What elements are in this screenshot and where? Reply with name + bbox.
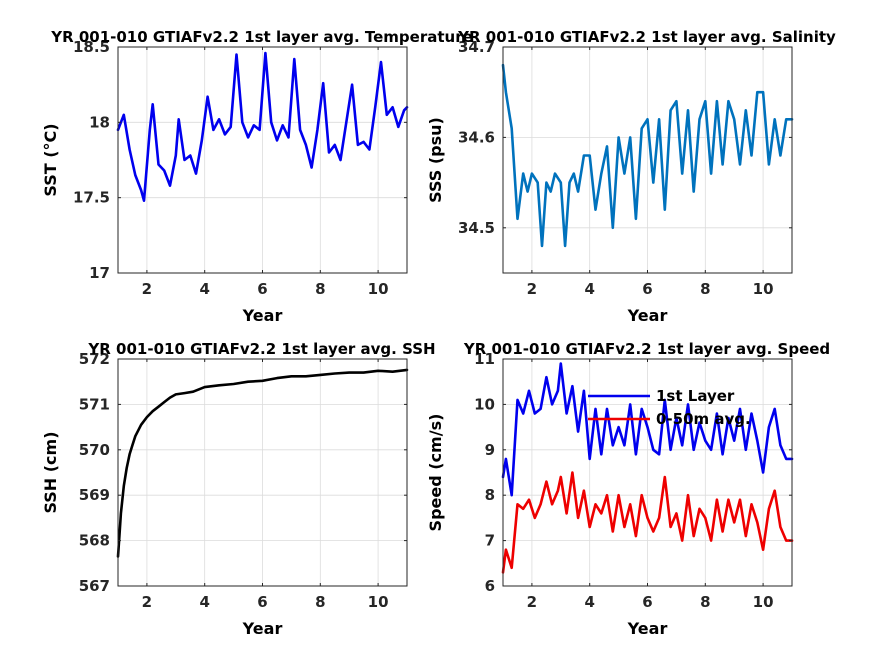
x-tick-label: 8 bbox=[700, 593, 710, 611]
chart-title: YR 001-010 GTIAFv2.2 1st layer avg. Spee… bbox=[463, 340, 830, 358]
y-tick-label: 571 bbox=[79, 395, 110, 413]
y-axis-label: SST (°C) bbox=[41, 123, 60, 196]
x-tick-label: 10 bbox=[753, 593, 774, 611]
y-tick-label: 34.5 bbox=[458, 219, 495, 237]
series-line-1 bbox=[501, 471, 794, 574]
chart-panel-1: 2 4 6 8 10 17 17.5 18 18.5 Year SST (°C) YR 001-010… bbox=[41, 28, 473, 325]
legend: 1st Layer 0-50m avg. bbox=[588, 387, 751, 428]
x-tick-label: 6 bbox=[257, 593, 267, 611]
x-tick-label: 2 bbox=[142, 593, 152, 611]
y-tick-label: 572 bbox=[79, 350, 110, 368]
x-tick-label: 4 bbox=[199, 593, 209, 611]
y-tick-label: 34.7 bbox=[458, 38, 495, 56]
x-tick-label: 8 bbox=[700, 280, 710, 298]
y-tick-label: 8 bbox=[485, 486, 495, 504]
chart-panel-4: 2 4 6 8 10 6 7 8 9 10 11 Year Speed (cm/s) YR 001-010… bbox=[426, 340, 830, 638]
y-tick-label: 570 bbox=[79, 441, 110, 459]
y-tick-label: 569 bbox=[79, 486, 110, 504]
x-tick-label: 6 bbox=[642, 593, 652, 611]
chart-title: YR 001-010 GTIAFv2.2 1st layer avg. Sali… bbox=[457, 28, 836, 46]
chart-title: YR 001-010 GTIAFv2.2 1st layer avg. SSH bbox=[87, 340, 435, 358]
x-axis-label: Year bbox=[242, 619, 283, 638]
x-tick-label: 2 bbox=[527, 593, 537, 611]
x-tick-label: 2 bbox=[142, 280, 152, 298]
chart-panel-2: 2 4 6 8 10 34.5 34.6 34.7 Year SSS (psu) YR 001-01… bbox=[426, 28, 836, 325]
x-axis-label: Year bbox=[627, 619, 668, 638]
series-line-0 bbox=[501, 63, 794, 248]
y-tick-label: 7 bbox=[485, 532, 495, 550]
x-axis-label: Year bbox=[627, 306, 668, 325]
y-tick-label: 567 bbox=[79, 577, 110, 595]
y-tick-label: 568 bbox=[79, 532, 110, 550]
y-axis-label: SSS (psu) bbox=[426, 117, 445, 203]
x-tick-label: 6 bbox=[642, 280, 652, 298]
y-tick-label: 10 bbox=[474, 395, 495, 413]
x-tick-label: 4 bbox=[584, 280, 594, 298]
y-tick-label: 18.5 bbox=[73, 38, 110, 56]
x-tick-label: 4 bbox=[584, 593, 594, 611]
chart-panel-3: 2 4 6 8 10 567 568 569 570 571 572 Year SSH (cm) YR 0… bbox=[41, 340, 436, 638]
x-tick-label: 8 bbox=[315, 593, 325, 611]
x-tick-label: 4 bbox=[199, 280, 209, 298]
y-tick-label: 9 bbox=[485, 441, 495, 459]
y-axis-label: Speed (cm/s) bbox=[426, 414, 445, 532]
legend-label: 0-50m avg. bbox=[656, 410, 751, 428]
x-tick-label: 6 bbox=[257, 280, 267, 298]
y-axis-label: SSH (cm) bbox=[41, 431, 60, 513]
series-line-0 bbox=[116, 368, 409, 558]
chart-title: YR 001-010 GTIAFv2.2 1st layer avg. Temp… bbox=[50, 28, 473, 46]
legend-label: 1st Layer bbox=[656, 387, 735, 405]
y-tick-label: 17.5 bbox=[73, 189, 110, 207]
x-tick-label: 2 bbox=[527, 280, 537, 298]
x-tick-label: 8 bbox=[315, 280, 325, 298]
x-tick-label: 10 bbox=[368, 280, 389, 298]
y-tick-label: 11 bbox=[474, 350, 495, 368]
x-axis-label: Year bbox=[242, 306, 283, 325]
y-tick-label: 6 bbox=[485, 577, 495, 595]
x-tick-label: 10 bbox=[753, 280, 774, 298]
y-tick-label: 18 bbox=[89, 113, 110, 131]
x-tick-label: 10 bbox=[368, 593, 389, 611]
y-tick-label: 17 bbox=[89, 264, 110, 282]
y-tick-label: 34.6 bbox=[458, 128, 495, 146]
series-line-0 bbox=[116, 51, 409, 202]
